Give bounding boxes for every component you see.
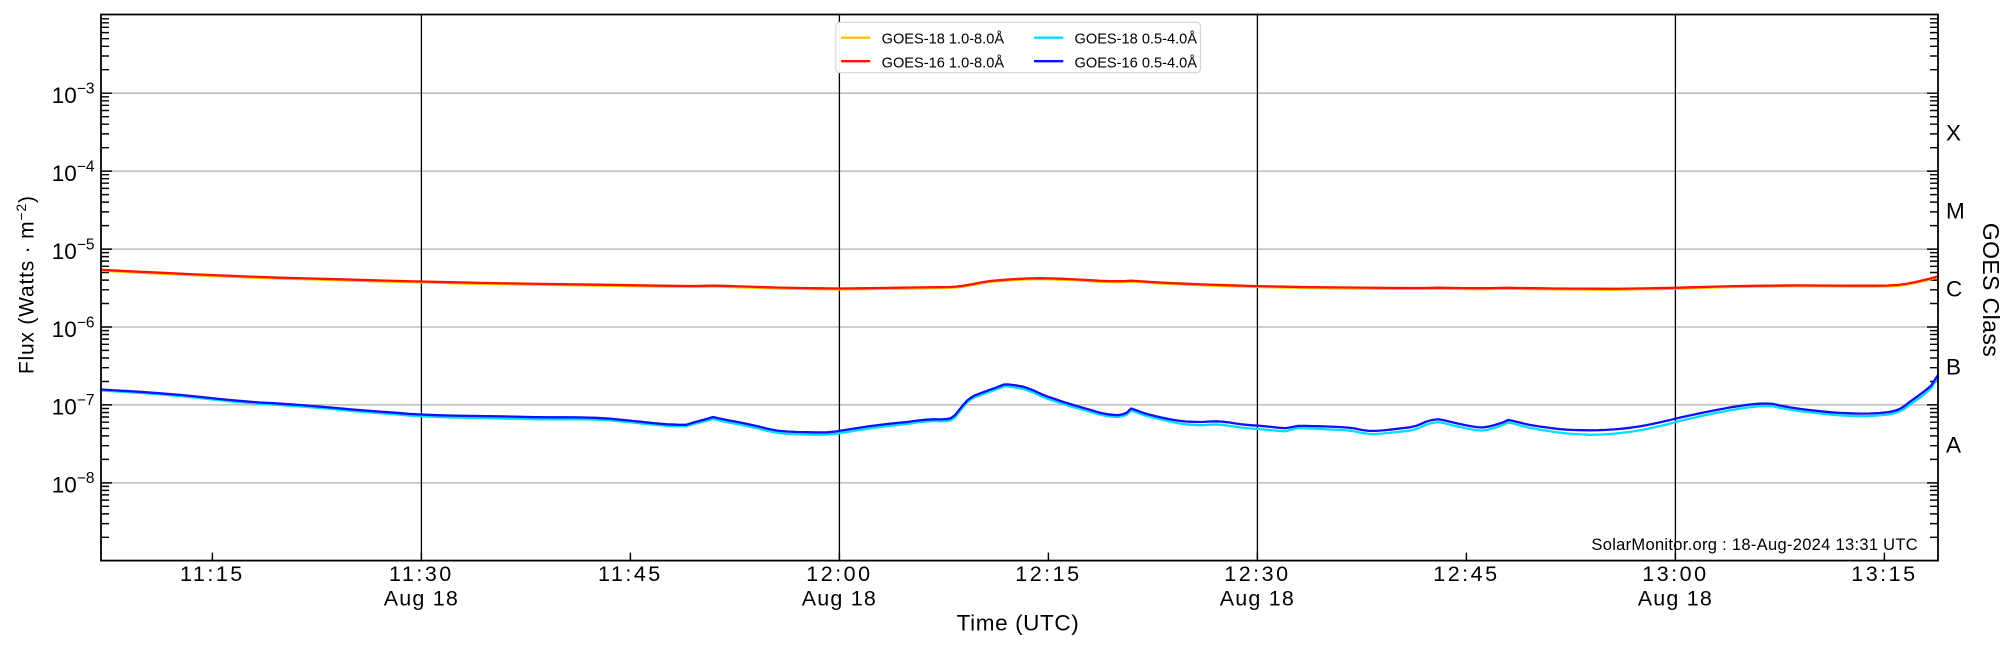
svg-text:Flux (Watts · m−2): Flux (Watts · m−2): [13, 195, 39, 374]
svg-text:Time (UTC): Time (UTC): [957, 611, 1080, 636]
svg-text:B: B: [1946, 355, 1961, 380]
svg-text:12:30: 12:30: [1224, 562, 1290, 586]
svg-text:C: C: [1946, 277, 1962, 302]
svg-text:X: X: [1946, 121, 1961, 146]
svg-text:Aug 18: Aug 18: [802, 587, 877, 611]
svg-text:GOES Class: GOES Class: [1978, 223, 2000, 357]
svg-text:11:45: 11:45: [598, 562, 663, 586]
svg-text:Aug 18: Aug 18: [1638, 587, 1713, 611]
svg-text:A: A: [1946, 432, 1961, 457]
svg-text:GOES-18 0.5-4.0Å: GOES-18 0.5-4.0Å: [1075, 31, 1198, 48]
svg-text:13:00: 13:00: [1642, 562, 1708, 586]
svg-text:Aug 18: Aug 18: [384, 587, 459, 611]
svg-text:Aug 18: Aug 18: [1220, 587, 1295, 611]
svg-text:GOES-16 0.5-4.0Å: GOES-16 0.5-4.0Å: [1075, 54, 1198, 71]
svg-text:M: M: [1946, 199, 1965, 224]
svg-text:11:30: 11:30: [389, 562, 454, 586]
svg-text:GOES-18 1.0-8.0Å: GOES-18 1.0-8.0Å: [882, 31, 1005, 48]
svg-text:12:00: 12:00: [806, 562, 872, 586]
svg-text:12:45: 12:45: [1433, 562, 1499, 586]
svg-text:GOES-16 1.0-8.0Å: GOES-16 1.0-8.0Å: [882, 54, 1005, 71]
svg-text:13:15: 13:15: [1851, 562, 1917, 586]
svg-text:12:15: 12:15: [1015, 562, 1081, 586]
svg-text:SolarMonitor.org : 18-Aug-2024: SolarMonitor.org : 18-Aug-2024 13:31 UTC: [1591, 536, 1918, 554]
svg-text:11:15: 11:15: [180, 562, 245, 586]
